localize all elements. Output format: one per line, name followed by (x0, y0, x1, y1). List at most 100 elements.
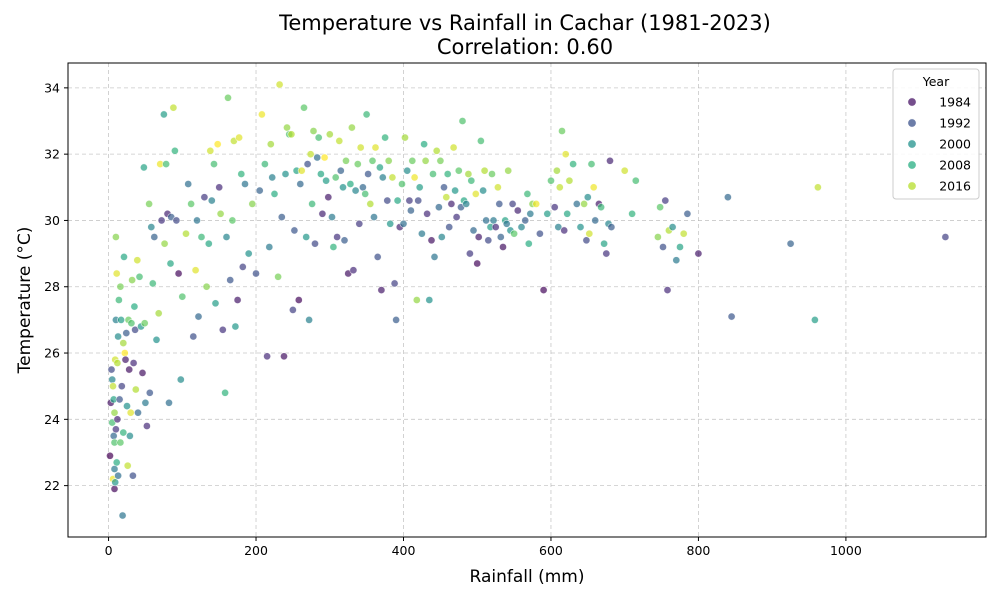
scatter-point (366, 199, 375, 208)
scatter-point (442, 193, 451, 202)
scatter-point (263, 352, 271, 361)
scatter-point (553, 166, 561, 175)
legend-label: 1984 (939, 95, 971, 110)
data-points (106, 80, 950, 520)
scatter-point (401, 133, 409, 142)
scatter-point (145, 199, 153, 208)
scatter-point (123, 402, 131, 410)
scatter-point (187, 199, 195, 208)
scatter-point (694, 249, 703, 258)
scatter-point (656, 203, 664, 212)
scatter-point (410, 173, 419, 182)
scatter-point (114, 471, 122, 480)
scatter-point (628, 209, 636, 218)
scatter-point (224, 93, 232, 102)
scatter-point (266, 140, 275, 149)
scatter-point (480, 166, 489, 175)
scatter-point (811, 315, 819, 324)
scatter-point (270, 189, 279, 198)
y-tick-label: 32 (44, 147, 60, 162)
y-axis-title: Temperature (°C) (15, 227, 35, 375)
scatter-point (141, 398, 150, 407)
scatter-point (145, 388, 154, 397)
scatter-point (517, 223, 526, 231)
scatter-point (408, 156, 417, 165)
scatter-point (724, 193, 732, 202)
scatter-point (560, 226, 569, 235)
scatter-point (462, 199, 471, 208)
scatter-point (112, 458, 121, 467)
scatter-point (302, 233, 311, 241)
scatter-point (178, 292, 187, 301)
scatter-point (583, 193, 592, 202)
scatter-point (484, 236, 493, 245)
scatter-point (281, 170, 290, 178)
scatter-point (437, 233, 446, 241)
scatter-point (127, 319, 136, 328)
legend-marker (907, 139, 917, 149)
scatter-point (597, 203, 605, 212)
scatter-point (106, 451, 114, 460)
scatter-point (314, 133, 323, 142)
scatter-point (582, 236, 591, 245)
scatter-point (454, 166, 463, 175)
scatter-point (226, 276, 235, 284)
scatter-point (589, 183, 598, 192)
scatter-point (620, 166, 629, 175)
scatter-point (308, 199, 316, 208)
scatter-point (328, 213, 336, 221)
scatter-point (362, 110, 371, 119)
scatter-point (499, 243, 507, 251)
scatter-point (388, 173, 397, 182)
scatter-point (131, 385, 140, 394)
scatter-point (661, 196, 670, 205)
scatter-point (170, 146, 179, 155)
scatter-point (248, 199, 257, 208)
scatter-point (216, 209, 225, 218)
scatter-point (602, 249, 611, 258)
legend: Year 1984 1992 2000 2008 2016 (892, 68, 980, 200)
scatter-point (440, 183, 448, 192)
scatter-point (241, 180, 249, 188)
scatter-point (340, 236, 349, 245)
scatter-point (333, 233, 341, 241)
scatter-point (126, 408, 135, 417)
legend-label: 2016 (939, 179, 971, 194)
scatter-point (130, 302, 139, 311)
scatter-point (297, 166, 306, 175)
scatter-point (268, 173, 277, 182)
y-tick-label: 34 (44, 80, 60, 95)
scatter-point (356, 143, 365, 152)
scatter-point (550, 203, 559, 212)
scatter-point (405, 196, 414, 205)
scatter-point (445, 223, 454, 231)
scatter-point (587, 160, 596, 168)
scatter-point (283, 123, 291, 132)
scatter-point (349, 266, 358, 275)
scatter-point (353, 160, 362, 168)
scatter-point (159, 110, 168, 119)
scatter-point (200, 193, 209, 202)
scatter-point (152, 335, 161, 344)
scatter-point (513, 206, 522, 215)
scatter-point (148, 279, 157, 288)
scatter-point (221, 388, 229, 397)
scatter-point (434, 203, 443, 212)
scatter-point (654, 233, 662, 241)
scatter-point (318, 209, 327, 218)
scatter-point (121, 355, 130, 364)
scatter-point (125, 431, 134, 440)
legend-marker (907, 181, 917, 191)
scatter-point (464, 170, 473, 178)
scatter-point (355, 219, 364, 228)
scatter-point (160, 239, 169, 248)
scatter-point (287, 130, 296, 139)
scatter-point (112, 425, 120, 434)
scatter-point (166, 259, 175, 268)
scatter-point (676, 243, 684, 251)
scatter-point (215, 183, 224, 192)
legend-label: 2000 (939, 137, 971, 152)
scatter-point (504, 166, 513, 175)
scatter-point (469, 226, 478, 235)
scatter-point (523, 189, 532, 198)
